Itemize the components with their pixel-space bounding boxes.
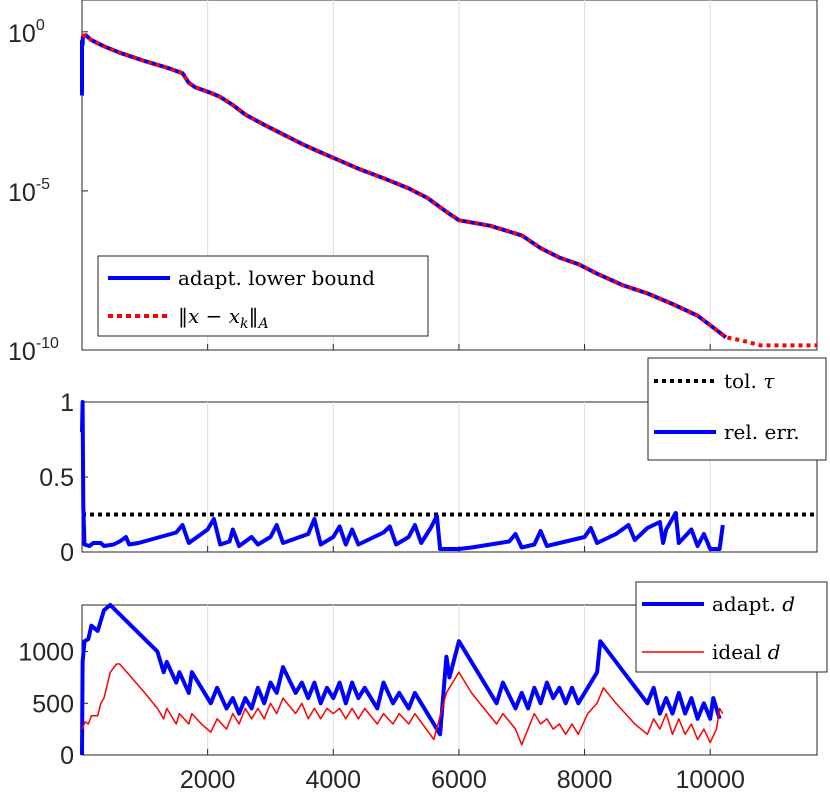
bottom-y-ticks: 0 500 1000 (18, 639, 88, 770)
legend-label-rel-err: rel. err. (724, 420, 800, 444)
y-tick-label: 10-5 (8, 176, 50, 207)
series-line (80, 400, 725, 551)
bottom-x-ticks: 2000 4000 6000 8000 10000 (180, 766, 745, 794)
bottom-legend-box (635, 581, 828, 673)
top-y-ticks: 100 10-5 10-10 (8, 17, 88, 366)
top-panel: 100 10-5 10-10 adapt. lower bound ‖x − xk‖… (8, 0, 818, 366)
legend-label-tolerance: tol. τ (724, 369, 775, 393)
top-legend: adapt. lower bound ‖x − xk‖A (97, 255, 429, 337)
y-tick-label: 500 (32, 690, 74, 718)
y-tick-label: 1 (60, 389, 74, 417)
bottom-panel: 0 500 1000 2000 4000 6000 8000 10000 adapt. d … (18, 581, 828, 794)
middle-legend: tol. τ rel. err. (647, 357, 827, 461)
legend-label-lower-bound: adapt. lower bound (178, 266, 375, 290)
top-grid (207, 0, 711, 350)
middle-series (80, 400, 817, 551)
top-legend-box (97, 255, 429, 337)
legend-label-ideal-d: ideal d (712, 640, 781, 664)
x-tick-label: 8000 (557, 766, 613, 794)
x-tick-label: 6000 (431, 766, 487, 794)
series-line (81, 33, 817, 348)
y-tick-label: 0 (60, 539, 74, 567)
middle-panel: 00.51 tol. τ rel. err. (39, 357, 827, 567)
y-tick-label: 1000 (18, 639, 74, 667)
bottom-series (80, 603, 724, 756)
y-tick-label: 0.5 (39, 464, 74, 492)
middle-legend-box (647, 357, 827, 461)
legend-label-adapt-d: adapt. d (712, 592, 795, 616)
x-tick-label: 4000 (305, 766, 361, 794)
top-series (80, 33, 817, 348)
series-line (80, 603, 722, 756)
bottom-legend: adapt. d ideal d (635, 581, 828, 673)
middle-y-ticks: 00.51 (39, 389, 88, 567)
y-tick-label: 10-10 (8, 335, 59, 366)
legend-label-error-norm: ‖x − xk‖A (178, 304, 269, 332)
x-tick-label: 10000 (675, 766, 745, 794)
y-tick-label: 100 (8, 17, 45, 48)
x-tick-label: 2000 (180, 766, 236, 794)
y-tick-label: 0 (60, 742, 74, 770)
series-line (81, 663, 724, 746)
